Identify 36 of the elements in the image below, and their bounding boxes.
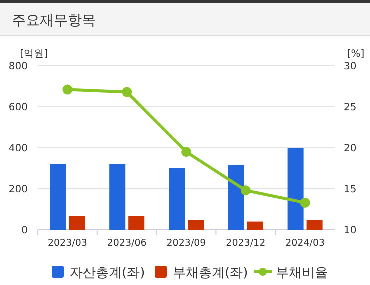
bar <box>50 164 66 230</box>
y-tick-label: 400 <box>8 144 28 154</box>
legend-label: 자산총계(좌) <box>70 266 146 281</box>
y-axis-title: [억원] <box>20 49 48 60</box>
x-tick-label: 2023/06 <box>107 238 147 249</box>
y2-axis-title: [%] <box>347 49 365 60</box>
legend-label: 부채총계(좌) <box>173 266 248 281</box>
x-tick-label: 2024/03 <box>286 238 326 249</box>
bar <box>288 148 304 230</box>
point <box>300 198 310 208</box>
y2-tick-label: 25 <box>344 102 357 114</box>
y2-tick-label: 10 <box>344 226 357 236</box>
bar <box>128 216 145 230</box>
point <box>122 87 132 98</box>
chart-title: 주요재무항목 <box>12 13 96 29</box>
bar <box>110 164 126 230</box>
bar <box>306 220 323 230</box>
point <box>240 186 251 196</box>
x-tick-label: 2023/03 <box>48 238 88 249</box>
bar <box>169 168 185 230</box>
y2-tick-label: 30 <box>344 62 357 72</box>
y2-tick-label: 15 <box>344 184 357 196</box>
point <box>62 84 73 95</box>
bar <box>188 220 204 230</box>
legend-label: 부채비율 <box>276 266 328 281</box>
y2-tick-label: 20 <box>344 144 357 154</box>
x-tick-label: 2023/09 <box>166 238 206 249</box>
y-tick-label: 0 <box>22 226 28 236</box>
bar <box>247 222 264 230</box>
x-tick-label: 2023/12 <box>226 238 266 249</box>
bar <box>228 165 244 230</box>
bar <box>69 216 86 230</box>
y-tick-label: 800 <box>8 62 28 72</box>
y-tick-label: 200 <box>8 184 28 196</box>
point <box>182 147 192 158</box>
y-tick-label: 600 <box>8 102 28 114</box>
